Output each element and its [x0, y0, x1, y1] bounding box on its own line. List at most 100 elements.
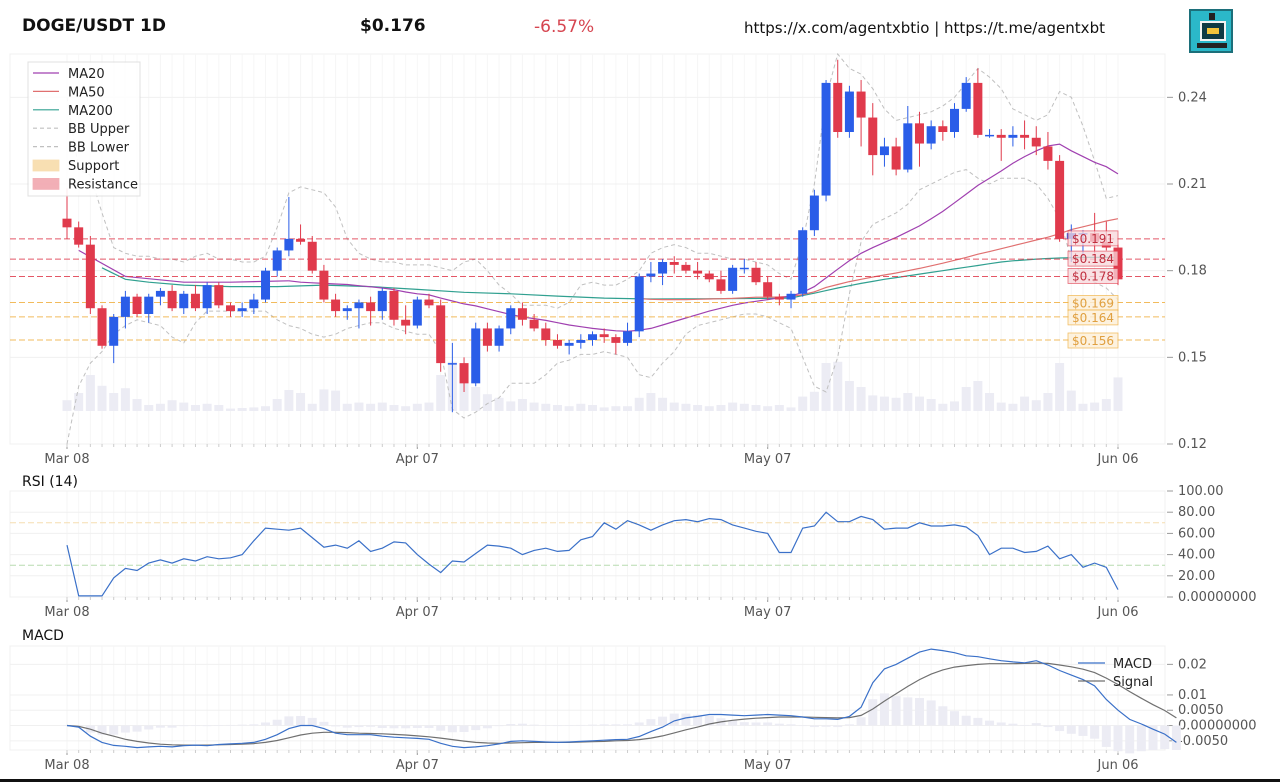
robot-logo-icon	[1189, 9, 1233, 53]
legend-label: BB Upper	[68, 122, 130, 137]
volume-bar	[552, 405, 562, 411]
candle-body	[296, 238, 306, 242]
candle-body	[646, 273, 656, 277]
volume-bar	[354, 402, 364, 411]
candle-body	[272, 250, 282, 271]
x-tick-label: May 07	[744, 605, 792, 620]
volume-bar	[985, 393, 995, 411]
macd-hist-bar	[623, 724, 633, 726]
macd-hist-bar	[74, 725, 84, 727]
macd-hist-bar	[564, 725, 574, 726]
macd-hist-bar	[856, 717, 866, 726]
volume-bar	[202, 403, 212, 411]
macd-hist-bar	[1066, 725, 1076, 734]
candle-body	[120, 296, 130, 317]
candle-body	[763, 282, 773, 297]
candle-body	[354, 302, 364, 309]
volume-bar	[284, 390, 294, 411]
y-tick-label: 0.01	[1178, 688, 1207, 703]
macd-hist-bar	[879, 693, 889, 726]
volume-bar	[821, 363, 831, 411]
volume-bar	[471, 387, 481, 411]
volume-bar	[1101, 399, 1111, 411]
candle-body	[891, 146, 901, 170]
macd-hist-bar	[798, 725, 808, 727]
current-price: $0.176	[360, 16, 426, 36]
macd-hist-bar	[366, 725, 376, 727]
macd-hist-bar	[552, 725, 562, 727]
volume-bar	[144, 405, 154, 411]
volume-bar	[109, 393, 119, 411]
volume-bar	[272, 399, 282, 411]
y-tick-label: 0.0050	[1178, 703, 1224, 718]
macd-hist-bar	[739, 722, 749, 726]
candle-body	[786, 293, 796, 300]
macd-hist-bar	[424, 725, 434, 728]
macd-hist-bar	[482, 725, 492, 729]
volume-bar	[167, 400, 177, 411]
volume-bar	[179, 402, 189, 411]
macd-hist-bar	[296, 716, 306, 726]
macd-hist-bar	[704, 716, 714, 726]
macd-hist-bar	[331, 725, 341, 727]
candle-body	[973, 82, 983, 135]
macd-hist-bar	[938, 706, 948, 726]
volume-bar	[669, 402, 679, 411]
volume-bar	[704, 406, 714, 411]
candle-body	[412, 299, 422, 326]
price-panel: 0.24 0.21 0.18 0.15 0.12 Mar 08 Apr 07 May 07 Ju…	[9, 52, 1207, 467]
legend-swatch	[32, 177, 60, 190]
macd-hist-bar	[891, 696, 901, 726]
macd-hist-bar	[576, 724, 586, 726]
volume-bar	[693, 405, 703, 411]
volume-bar	[296, 393, 306, 411]
volume-bar	[739, 403, 749, 411]
pair-title: DOGE/USDT 1D	[22, 16, 166, 36]
macd-hist-bar	[1136, 725, 1146, 752]
candle-body	[319, 270, 329, 300]
social-links[interactable]: https://x.com/agentxbtio | https://t.me/…	[744, 19, 1105, 37]
macd-line	[66, 648, 1177, 749]
macd-hist-bar	[132, 725, 142, 732]
rsi-panel-frame	[9, 490, 1166, 598]
candle-body	[681, 264, 691, 271]
y-tick-label: 0.18	[1178, 264, 1207, 279]
resistance-label: $0.184	[1072, 252, 1114, 266]
macd-hist-bar	[459, 725, 469, 732]
candle-body	[144, 296, 154, 314]
candle-body	[611, 337, 621, 343]
candle-body	[1008, 134, 1018, 138]
volume-bar	[85, 375, 95, 411]
macd-hist-bar	[611, 724, 621, 726]
volume-bar	[1055, 363, 1065, 411]
volume-bar	[319, 389, 329, 411]
volume-bar	[459, 381, 469, 411]
macd-hist-bar	[494, 725, 504, 727]
macd-hist-bar	[868, 699, 878, 726]
candle-body	[588, 334, 597, 340]
x-tick-label: Jun 06	[1097, 758, 1139, 773]
resistance-label-box	[1067, 250, 1119, 267]
macd-hist-bar	[377, 725, 387, 728]
candle-body	[401, 319, 411, 326]
macd-hist-bar	[237, 724, 247, 726]
volume-bar	[190, 405, 200, 411]
macd-hist-bar	[272, 719, 282, 726]
ma20-line	[78, 249, 289, 283]
candle-body	[436, 305, 446, 364]
macd-hist-bar	[646, 719, 656, 726]
macd-hist-bar	[261, 722, 271, 726]
macd-hist-bar	[541, 725, 551, 726]
volume-bar	[926, 399, 936, 411]
x-tick-label: Jun 06	[1097, 605, 1139, 620]
macd-hist-bar	[1171, 725, 1181, 750]
macd-hist-bar	[1055, 725, 1065, 732]
macd-hist-bar	[950, 711, 960, 726]
support-label-box	[1067, 332, 1119, 349]
volume-bar	[494, 397, 504, 411]
volume-bar	[728, 402, 738, 411]
macd-hist-bar	[167, 725, 177, 728]
support-label: $0.164	[1072, 311, 1114, 325]
macd-hist-bar	[1043, 725, 1053, 728]
